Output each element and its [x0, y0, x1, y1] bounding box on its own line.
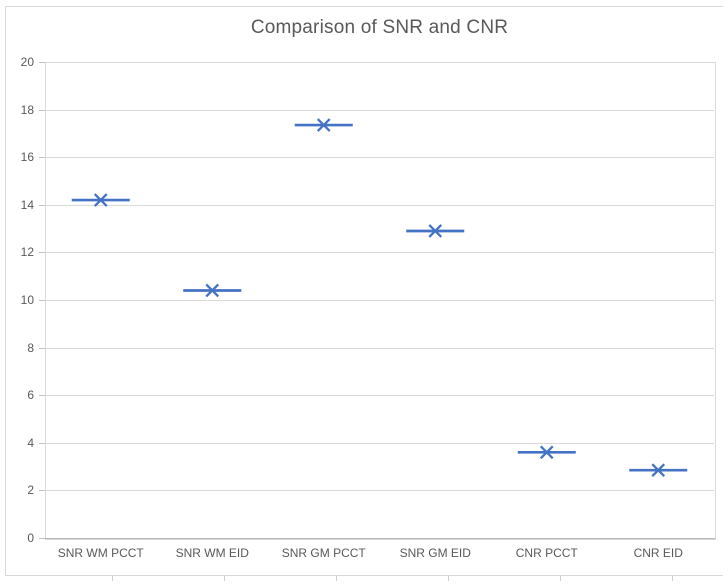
y-axis-tick-label: 20	[20, 55, 34, 69]
y-axis-tick	[39, 395, 45, 396]
y-axis-tick	[39, 443, 45, 444]
cropped-edge-tick	[560, 576, 561, 581]
gridline	[45, 157, 714, 158]
y-axis-tick	[39, 62, 45, 63]
y-axis-tick	[39, 252, 45, 253]
y-axis-tick-label: 4	[27, 436, 34, 450]
x-axis-category-label: CNR EID	[633, 546, 683, 560]
plot-area	[45, 62, 716, 540]
y-axis-tick-label: 0	[27, 531, 34, 545]
x-axis-category-label: SNR WM EID	[175, 546, 249, 560]
y-axis-tick-label: 6	[27, 388, 34, 402]
x-axis-category-label: SNR GM EID	[399, 546, 471, 560]
gridline	[45, 490, 714, 491]
cropped-edge-tick	[672, 576, 673, 581]
chart-title: Comparison of SNR and CNR	[250, 17, 509, 38]
y-axis-tick-label: 10	[20, 293, 34, 307]
y-axis-tick-label: 8	[27, 341, 34, 355]
gridline	[45, 252, 714, 253]
x-axis-category-label: SNR WM PCCT	[57, 546, 144, 560]
gridline	[45, 443, 714, 444]
y-axis-tick	[39, 490, 45, 491]
gridline	[45, 395, 714, 396]
y-axis-tick-label: 14	[20, 198, 34, 212]
cropped-edge-tick	[224, 576, 225, 581]
y-axis-tick	[39, 205, 45, 206]
y-axis-tick-label: 12	[20, 245, 34, 259]
cropped-edge-tick	[112, 576, 113, 581]
cropped-edge-tick	[336, 576, 337, 581]
x-axis-category-label: CNR PCCT	[515, 546, 578, 560]
cropped-edge-tick	[448, 576, 449, 581]
y-axis-tick	[39, 538, 45, 539]
gridline	[45, 348, 714, 349]
x-axis-line	[45, 538, 715, 539]
y-axis-tick-label: 2	[27, 483, 34, 497]
y-axis-tick-label: 16	[20, 150, 34, 164]
y-axis-tick-label: 18	[20, 103, 34, 117]
y-axis-tick	[39, 157, 45, 158]
x-axis-category-label: SNR GM PCCT	[281, 546, 366, 560]
y-axis-tick	[39, 348, 45, 349]
gridline	[45, 110, 714, 111]
y-axis-tick	[39, 300, 45, 301]
y-axis-tick	[39, 110, 45, 111]
gridline	[45, 205, 714, 206]
gridline	[45, 300, 714, 301]
